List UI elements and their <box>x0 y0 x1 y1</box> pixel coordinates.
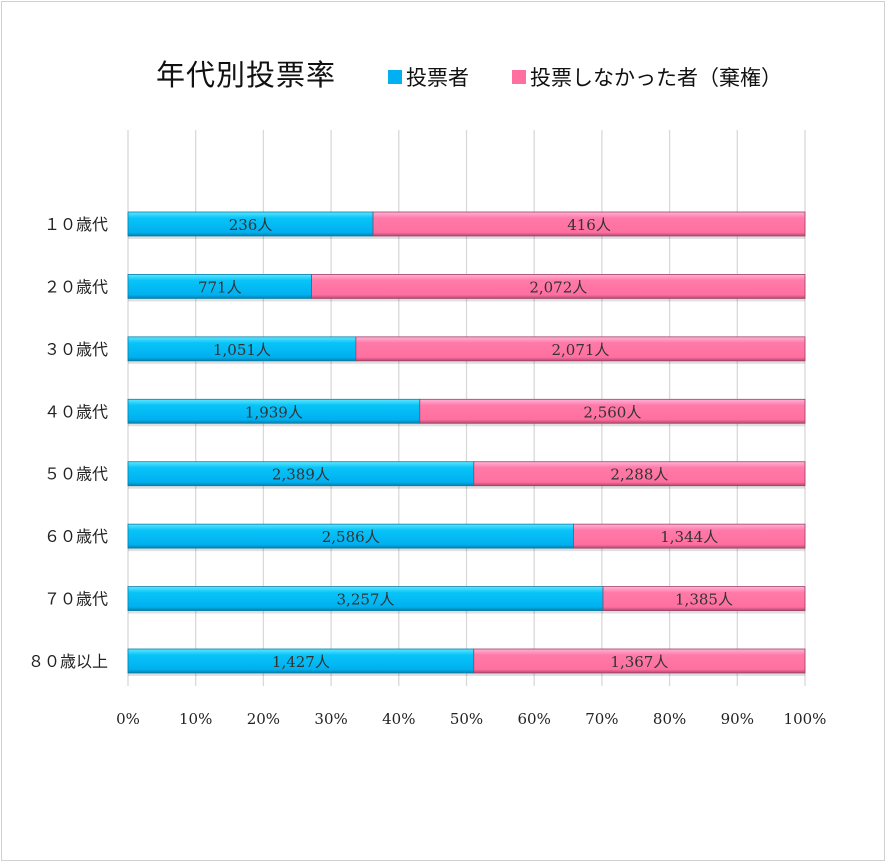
bar-abstain <box>419 398 806 424</box>
data-label: 771人 <box>198 278 242 296</box>
x-tick-label: 80% <box>653 710 686 728</box>
legend-swatch-voters <box>388 70 402 84</box>
data-label: 1,939人 <box>245 403 303 421</box>
data-label: 1,367人 <box>610 653 668 671</box>
data-label: 1,385人 <box>675 591 733 609</box>
y-tick-label: ４０歳代 <box>44 402 108 421</box>
bar-abstain <box>473 461 806 487</box>
bar-abstain <box>573 523 806 549</box>
bar-voters <box>127 461 475 487</box>
legend-swatch-abstain <box>512 70 526 84</box>
x-tick-label: 100% <box>784 710 827 728</box>
x-tick-label: 60% <box>518 710 551 728</box>
legend-item-voters: 投票者 <box>388 62 469 92</box>
legend-label-voters: 投票者 <box>406 66 469 90</box>
data-label: 1,427人 <box>272 653 330 671</box>
x-tick-label: 0% <box>116 710 140 728</box>
data-label: 2,072人 <box>529 278 587 296</box>
x-tick-label: 70% <box>585 710 618 728</box>
data-label: 1,051人 <box>213 341 271 359</box>
data-label: 2,586人 <box>322 528 380 546</box>
y-tick-label: １０歳代 <box>44 215 108 234</box>
data-label: 2,560人 <box>583 403 641 421</box>
bar-voters <box>127 211 374 237</box>
legend-label-abstain: 投票しなかった者（棄権） <box>530 66 782 90</box>
x-tick-label: 30% <box>314 710 347 728</box>
y-tick-label: ６０歳代 <box>44 527 108 546</box>
x-tick-label: 40% <box>382 710 415 728</box>
x-tick-label: 20% <box>247 710 280 728</box>
bar-voters <box>127 336 357 362</box>
bar-abstain <box>602 586 806 611</box>
y-tick-label: ３０歳代 <box>44 340 108 359</box>
data-label: 416人 <box>567 216 611 234</box>
legend-item-abstain: 投票しなかった者（棄権） <box>512 62 782 92</box>
x-tick-label: 10% <box>179 710 212 728</box>
x-tick-label: 90% <box>721 710 754 728</box>
y-tick-label: ２０歳代 <box>44 277 108 296</box>
bar-voters <box>127 398 421 424</box>
chart-title: 年代別投票率 <box>156 58 337 92</box>
data-label: 2,071人 <box>551 341 609 359</box>
data-label: 2,288人 <box>610 466 668 484</box>
bar-abstain <box>473 648 806 674</box>
data-label: 236人 <box>229 216 273 234</box>
y-tick-label: ５０歳代 <box>44 465 108 484</box>
data-label: 1,344人 <box>660 528 718 546</box>
data-label: 2,389人 <box>272 466 330 484</box>
y-tick-label: ８０歳以上 <box>28 652 108 671</box>
y-tick-label: ７０歳代 <box>44 590 108 609</box>
x-tick-label: 50% <box>450 710 483 728</box>
bar-abstain <box>311 274 806 299</box>
bar-abstain <box>355 336 806 362</box>
bar-abstain <box>372 211 806 237</box>
data-label: 3,257人 <box>337 591 395 609</box>
